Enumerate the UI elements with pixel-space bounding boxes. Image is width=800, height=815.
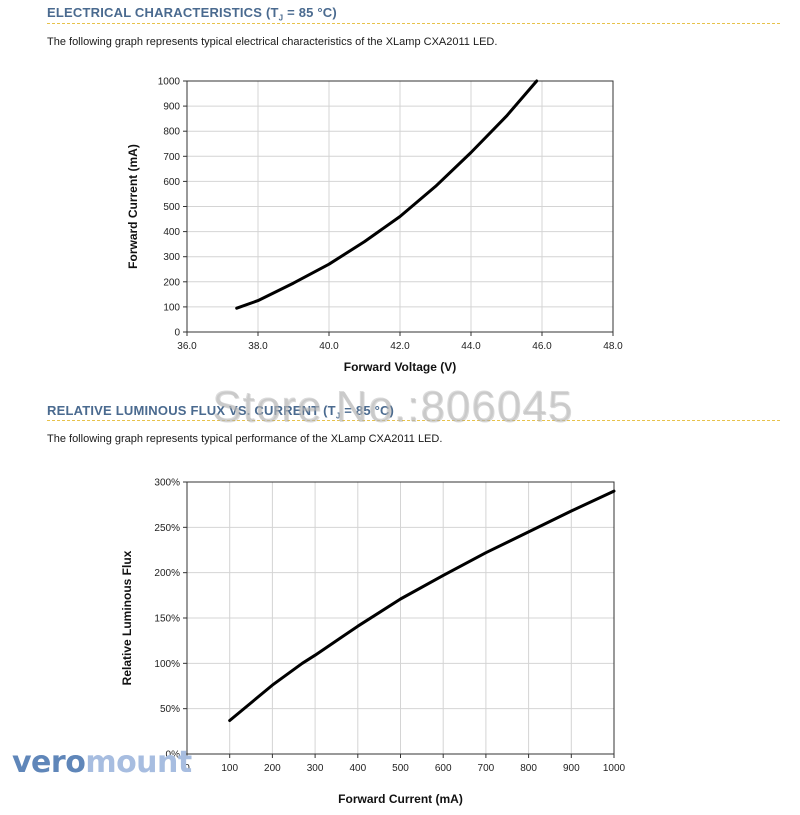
x-tick-label: 100: [221, 763, 238, 774]
section-title-electrical: ELECTRICAL CHARACTERISTICS (TJ = 85 °C): [47, 5, 337, 23]
x-tick-label: 48.0: [603, 341, 623, 352]
x-tick-label: 300: [307, 763, 324, 774]
series-line: [228, 489, 616, 722]
veromount-logo: veromount: [12, 745, 192, 780]
logo-text-part2: mount: [85, 745, 192, 780]
y-tick-label: 900: [163, 102, 180, 113]
y-tick-label: 50%: [160, 704, 180, 715]
y-tick-label: 100%: [154, 659, 180, 670]
x-tick-label: 900: [563, 763, 580, 774]
section-title-subscript: J: [278, 13, 284, 23]
x-tick-label: 800: [520, 763, 537, 774]
y-tick-label: 250%: [154, 523, 180, 534]
y-axis-label: Relative Luminous Flux: [120, 550, 134, 685]
y-tick-label: 300: [163, 252, 180, 263]
x-tick-label: 1000: [603, 763, 626, 774]
forward-current-chart: 36.0 38.0 40.0 42.0 44.0 46.0 48.0 0 100 200 300 40…: [126, 77, 623, 375]
y-tick-label: 500: [163, 202, 180, 213]
x-tick-label: 38.0: [248, 341, 268, 352]
y-tick-label: 200%: [154, 568, 180, 579]
x-axis-label: Forward Voltage (V): [344, 360, 456, 374]
logo-text-part1: vero: [12, 745, 86, 780]
x-tick-label: 600: [435, 763, 452, 774]
series-line: [235, 79, 539, 310]
section-title-text: ELECTRICAL CHARACTERISTICS (T: [47, 5, 279, 20]
section-title-subscript: J: [335, 411, 341, 421]
section-title-text-end: = 85 °C): [283, 5, 337, 20]
y-axis-label: Forward Current (mA): [126, 144, 140, 269]
section-title-text: RELATIVE LUMINOUS FLUX VS. CURRENT (T: [47, 403, 336, 418]
y-tick-label: 1000: [158, 77, 181, 88]
section-title-luminous-flux: RELATIVE LUMINOUS FLUX VS. CURRENT (TJ =…: [47, 403, 394, 421]
x-tick-label: 700: [478, 763, 495, 774]
section-description: The following graph represents typical e…: [47, 36, 498, 48]
x-tick-label: 400: [349, 763, 366, 774]
y-tick-label: 300%: [154, 478, 180, 489]
x-tick-label: 36.0: [177, 341, 197, 352]
y-tick-label: 0%: [166, 750, 181, 761]
y-tick-label: 0: [174, 328, 180, 339]
x-tick-label: 0: [184, 763, 190, 774]
x-tick-label: 500: [392, 763, 409, 774]
y-tick-label: 600: [163, 177, 180, 188]
section-title-text-end: = 85 °C): [340, 403, 395, 418]
y-tick-label: 700: [163, 152, 180, 163]
x-tick-label: 46.0: [532, 341, 552, 352]
y-tick-label: 800: [163, 127, 180, 138]
section-description: The following graph represents typical p…: [47, 433, 443, 445]
x-tick-label: 200: [264, 763, 281, 774]
y-tick-label: 150%: [154, 614, 180, 625]
section-divider: [47, 420, 780, 421]
x-tick-label: 40.0: [319, 341, 339, 352]
y-tick-label: 200: [163, 277, 180, 288]
x-tick-label: 42.0: [390, 341, 410, 352]
section-divider: [47, 23, 780, 24]
y-tick-label: 400: [163, 227, 180, 238]
x-tick-label: 44.0: [461, 341, 481, 352]
x-axis-label: Forward Current (mA): [338, 792, 463, 806]
y-tick-label: 100: [163, 302, 180, 313]
